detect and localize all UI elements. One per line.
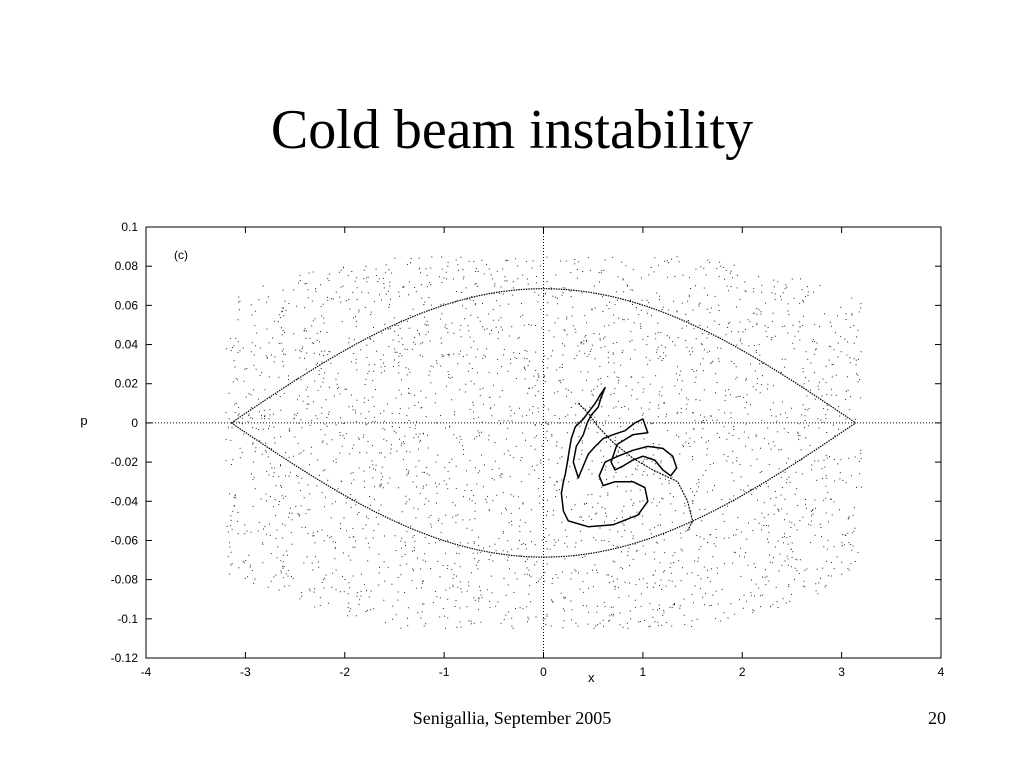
x-tick-label: -1 xyxy=(439,665,450,679)
x-tick-label: 4 xyxy=(938,665,945,679)
x-tick-label: 0 xyxy=(540,665,547,679)
cold-beam-filament xyxy=(560,386,678,528)
y-tick-label: -0.04 xyxy=(111,494,139,508)
y-tick-label: -0.02 xyxy=(111,455,139,469)
scatter-points xyxy=(225,256,863,629)
x-tick-label: 2 xyxy=(739,665,746,679)
scatter-cloud xyxy=(225,256,863,629)
cold-beam-tail xyxy=(577,402,694,531)
x-tick-label: -2 xyxy=(339,665,350,679)
y-tick-label: -0.06 xyxy=(111,533,139,547)
tick-labels: -4 -3 -2 -1 0 1 2 3 4 -0.12 -0.1 -0.08 -0.06 -0.04 -0.… xyxy=(111,220,945,679)
y-tick-label: 0.04 xyxy=(115,338,139,352)
separatrix-upper xyxy=(230,288,857,424)
y-tick-label: -0.12 xyxy=(111,651,139,665)
y-tick-label: 0.06 xyxy=(115,298,139,312)
y-tick-label: 0.02 xyxy=(115,377,139,391)
zero-lines xyxy=(146,227,941,658)
separatrix-lower xyxy=(230,422,857,558)
y-tick-label: 0.08 xyxy=(115,259,139,273)
x-tick-label: -3 xyxy=(240,665,251,679)
y-tick-label: -0.1 xyxy=(117,612,138,626)
x-tick-label: 3 xyxy=(838,665,845,679)
y-tick-label: 0 xyxy=(131,416,138,430)
footer-text: Senigallia, September 2005 xyxy=(412,708,612,728)
x-tick-label: 1 xyxy=(640,665,647,679)
cold-beam xyxy=(560,386,694,531)
y-axis-label: p xyxy=(80,413,87,428)
slide-title: Cold beam instability xyxy=(270,99,754,161)
y-tick-label: 0.1 xyxy=(121,220,138,234)
page-number: 20 xyxy=(928,708,946,728)
axis-ticks xyxy=(145,226,942,659)
x-axis-label: x xyxy=(588,670,595,685)
panel-label: (c) xyxy=(174,248,188,262)
y-tick-label: -0.08 xyxy=(111,573,139,587)
separatrix xyxy=(230,288,857,558)
x-tick-label: -4 xyxy=(141,665,152,679)
